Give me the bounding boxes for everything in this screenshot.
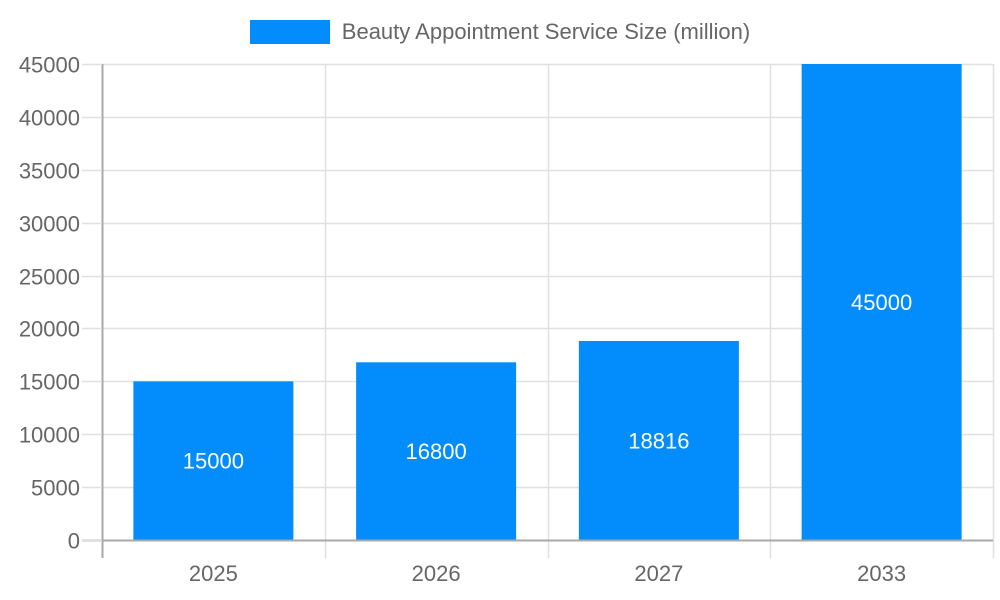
y-tick-label: 45000 bbox=[19, 53, 80, 78]
x-axis-ticks: 2025 2026 2027 2033 bbox=[189, 561, 906, 586]
bar-value-label: 45000 bbox=[851, 290, 912, 315]
y-tick-label: 35000 bbox=[19, 159, 80, 184]
y-tick-label: 40000 bbox=[19, 106, 80, 131]
x-tick-label: 2027 bbox=[634, 561, 683, 586]
y-tick-label: 20000 bbox=[19, 317, 80, 342]
y-tick-label: 25000 bbox=[19, 265, 80, 290]
y-tick-label: 0 bbox=[68, 529, 80, 554]
y-axis-ticks: 0 5000 10000 15000 20000 25000 30000 35000 40000… bbox=[19, 53, 102, 554]
x-tick-label: 2033 bbox=[857, 561, 906, 586]
bar-2033[interactable] bbox=[801, 64, 962, 540]
legend-swatch[interactable] bbox=[249, 20, 330, 44]
bar-value-label: 16800 bbox=[406, 439, 467, 464]
bar-2025[interactable] bbox=[133, 381, 294, 540]
bar-value-label: 15000 bbox=[183, 449, 244, 474]
y-tick-label: 15000 bbox=[19, 370, 80, 395]
bar-2027[interactable] bbox=[578, 340, 739, 540]
bars: 15000 16800 18816 45000 bbox=[133, 64, 962, 540]
bar-value-label: 18816 bbox=[628, 428, 689, 453]
legend-label[interactable]: Beauty Appointment Service Size (million… bbox=[341, 19, 751, 44]
chart-legend: Beauty Appointment Service Size (million… bbox=[0, 18, 1000, 46]
y-tick-label: 5000 bbox=[31, 476, 80, 501]
x-tick-label: 2025 bbox=[189, 561, 238, 586]
y-tick-label: 30000 bbox=[19, 212, 80, 237]
y-tick-label: 10000 bbox=[19, 423, 80, 448]
axes bbox=[82, 64, 993, 558]
bar-2026[interactable] bbox=[356, 362, 517, 540]
x-tick-label: 2026 bbox=[412, 561, 461, 586]
